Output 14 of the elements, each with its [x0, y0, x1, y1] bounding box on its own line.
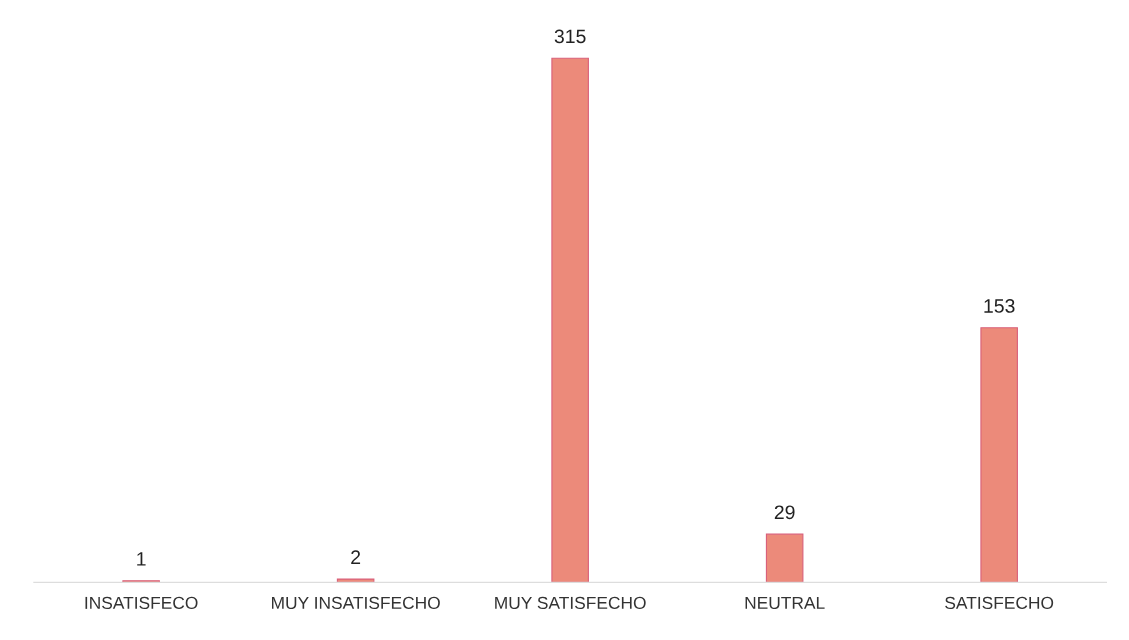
x-tick-label: SATISFECHO: [945, 596, 1054, 610]
data-label: 1: [137, 552, 146, 566]
data-label: 29: [774, 505, 795, 520]
bar: [551, 57, 589, 583]
bar: [980, 327, 1018, 583]
x-tick-label: NEUTRAL: [745, 596, 825, 610]
data-label: 2: [351, 550, 361, 564]
data-label: 315: [554, 29, 586, 44]
bar: [765, 533, 804, 583]
x-tick-label: MUY SATISFECHO: [495, 596, 646, 610]
bar: [336, 578, 375, 583]
x-tick-label: INSATISFECO: [85, 596, 198, 610]
data-label: 153: [984, 299, 1015, 313]
x-tick-label: MUY INSATISFECHO: [272, 596, 440, 610]
